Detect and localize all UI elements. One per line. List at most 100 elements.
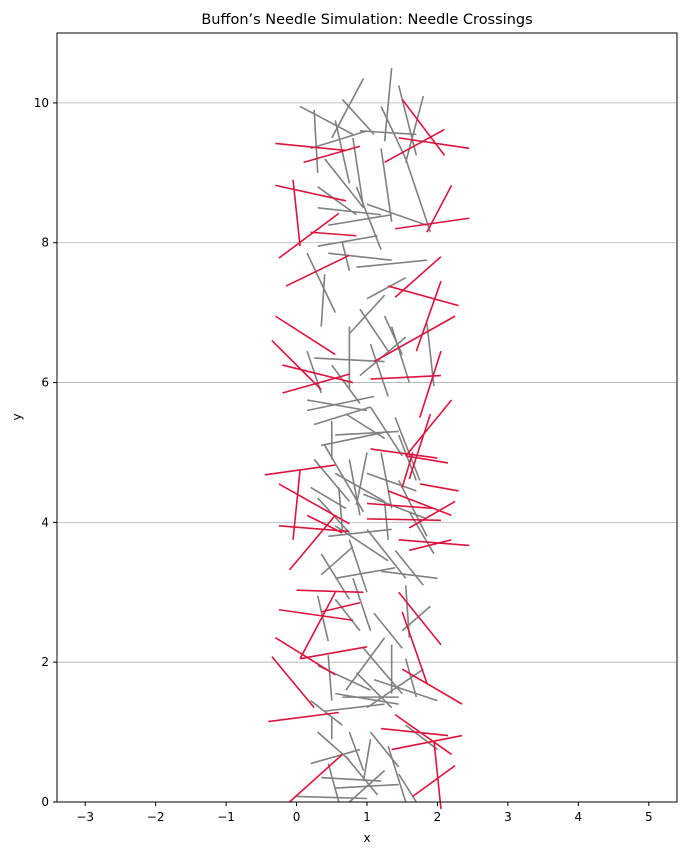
needle-crossing [398, 539, 470, 547]
needle-non-crossing [397, 85, 418, 156]
needle-non-crossing [362, 738, 372, 782]
needle-crossing [391, 734, 463, 751]
x-axis-label: x [363, 831, 370, 845]
needle-non-crossing [306, 350, 322, 394]
needle-non-crossing [327, 763, 340, 803]
needle-non-crossing [366, 472, 417, 492]
needle-crossing [398, 591, 442, 646]
needle-non-crossing [394, 549, 424, 586]
needle-non-crossing [366, 528, 407, 579]
needle-non-crossing [320, 546, 354, 576]
y-tick-label: 0 [41, 795, 49, 809]
needle-crossing [292, 469, 301, 540]
x-tick-label: 1 [363, 810, 371, 824]
needle-non-crossing [369, 731, 400, 768]
needle-non-crossing [397, 480, 428, 537]
needle-non-crossing [341, 98, 375, 135]
x-tick-label: 3 [504, 810, 512, 824]
needle-crossing [274, 315, 336, 356]
needle-non-crossing [327, 655, 333, 701]
needle-non-crossing [356, 259, 427, 268]
needle-non-crossing [313, 109, 319, 173]
needle-crossing [278, 212, 340, 259]
x-tick-label: 4 [575, 810, 583, 824]
needle-non-crossing [310, 130, 368, 150]
needle-non-crossing [390, 326, 411, 383]
needle-crossing [274, 637, 336, 676]
needle-crossing [303, 145, 361, 164]
needle-non-crossing [348, 459, 361, 516]
needle-non-crossing [316, 595, 330, 642]
needle-crossing [394, 256, 442, 298]
y-axis-label: y [10, 413, 24, 420]
needle-crossing [381, 727, 449, 737]
needle-crossing [405, 399, 453, 457]
needle-crossing [373, 315, 456, 363]
x-tick-label: 5 [645, 810, 653, 824]
chart-title: Buffon’s Needle Simulation: Needle Cross… [201, 12, 532, 28]
needle-crossing [370, 374, 442, 380]
needle-non-crossing [404, 95, 425, 163]
needle-non-crossing [408, 511, 435, 555]
needle-crossing [268, 711, 339, 723]
needle-non-crossing [317, 234, 378, 248]
needle-non-crossing [345, 637, 386, 691]
needle-crossing [419, 483, 459, 492]
needle-non-crossing [398, 773, 417, 803]
needle-crossing [412, 765, 456, 798]
needle-crossing [408, 413, 432, 480]
needle-crossing [401, 452, 414, 488]
needle-non-crossing [299, 105, 354, 136]
needle-non-crossing [369, 343, 389, 397]
needle-non-crossing [306, 395, 375, 412]
needle-crossing [387, 285, 459, 307]
needle-non-crossing [383, 67, 393, 142]
needle-crossing [278, 608, 354, 622]
needle-non-crossing [348, 294, 386, 335]
needle-crossing [321, 601, 361, 613]
needle-crossing [384, 128, 445, 164]
needle-non-crossing [373, 612, 403, 649]
needle-non-crossing [306, 399, 368, 412]
needle-non-crossing [387, 745, 407, 803]
needle-non-crossing [405, 724, 438, 751]
needle-crossing [292, 179, 301, 247]
needle-non-crossing [338, 487, 344, 530]
needle-crossing [310, 231, 357, 237]
needle-crossing [282, 364, 354, 384]
needle-non-crossing [373, 678, 438, 702]
needle-non-crossing [296, 795, 368, 800]
needle-non-crossing [394, 417, 421, 481]
x-tick-label: −2 [147, 810, 165, 824]
needle-crossing [394, 713, 453, 756]
needle-non-crossing [380, 148, 393, 222]
needle-crossing [401, 611, 428, 684]
needle-crossing [288, 514, 336, 571]
y-tick-label: 4 [41, 515, 49, 529]
needle-crossing [275, 142, 346, 152]
needle-crossing [419, 350, 442, 418]
needle-non-crossing [355, 452, 368, 506]
needle-non-crossing [313, 406, 371, 426]
needle-non-crossing [310, 748, 361, 765]
needle-non-crossing [324, 703, 385, 712]
needle-non-crossing [348, 539, 368, 593]
needle-crossing [275, 184, 347, 202]
needle-crossing [387, 490, 452, 517]
x-tick-label: 0 [293, 810, 301, 824]
needle-non-crossing [366, 203, 428, 227]
y-tick-label: 8 [41, 236, 49, 250]
x-tick-label: 2 [434, 810, 442, 824]
needle-segments [264, 67, 470, 810]
needle-non-crossing [331, 78, 365, 139]
needle-non-crossing [348, 769, 386, 803]
needle-non-crossing [355, 672, 393, 709]
needle-non-crossing [334, 598, 361, 632]
needle-non-crossing [397, 434, 418, 481]
needle-crossing [366, 502, 434, 510]
x-tick-label: −3 [76, 810, 94, 824]
needle-non-crossing [314, 357, 385, 363]
needle-crossing [370, 448, 438, 459]
needle-non-crossing [317, 731, 350, 761]
